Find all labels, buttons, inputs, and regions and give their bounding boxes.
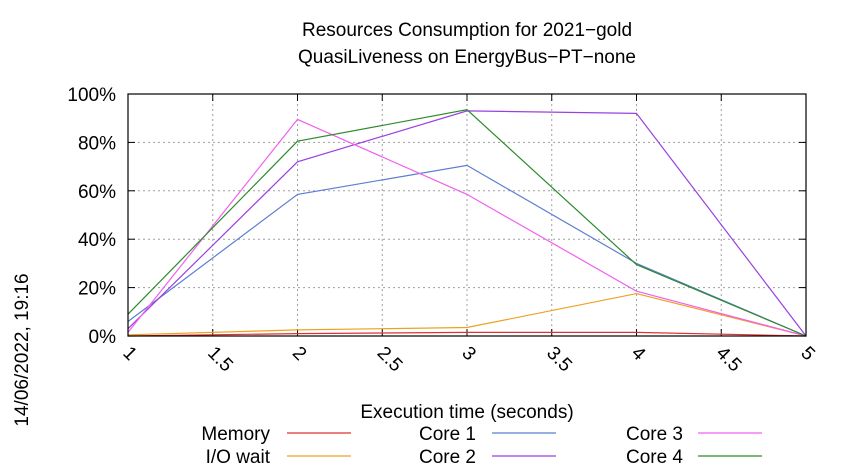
grid-lines: [128, 94, 806, 336]
x-tick-label: 3: [457, 343, 479, 365]
legend-label: Core 4: [626, 447, 683, 468]
x-tick-label: 4.5: [712, 343, 746, 377]
x-tick-label: 2.5: [373, 343, 407, 377]
y-tick-label: 20%: [78, 279, 116, 300]
legend-label: I/O wait: [206, 447, 271, 468]
series-line-core-4: [127, 109, 807, 337]
series-line-core-1: [127, 164, 807, 337]
x-tick-label: 5: [796, 343, 818, 365]
y-tick-label: 100%: [67, 85, 116, 106]
y-tick-label: 40%: [78, 230, 116, 251]
series-line-core-3: [127, 118, 807, 337]
chart-title-line-2: QuasiLiveness on EnergyBus−PT−none: [298, 47, 636, 68]
y-tick-label: 0%: [89, 327, 117, 348]
x-tick-label: 3.5: [542, 343, 576, 377]
x-tick-label: 2: [288, 343, 310, 365]
y-tick-label: 60%: [78, 182, 116, 203]
series-lines: [127, 109, 807, 337]
x-tick-label: 1: [118, 343, 140, 365]
series-line-i-o-wait: [127, 292, 807, 337]
timestamp: 14/06/2022, 19:16: [12, 273, 33, 426]
y-tick-label: 80%: [78, 133, 116, 154]
series-line-memory: [127, 331, 807, 337]
plot-frame: [127, 93, 807, 337]
legend-label: Core 3: [626, 424, 683, 445]
x-axis-label: Execution time (seconds): [360, 402, 573, 423]
legend-label: Memory: [201, 424, 270, 445]
series-line-core-2: [127, 110, 807, 337]
y-axis-ticks: 0% 20% 40% 60% 80% 100%: [67, 85, 806, 348]
x-tick-label: 4: [627, 343, 650, 366]
legend-label: Core 2: [419, 447, 476, 468]
legend-label: Core 1: [419, 424, 476, 445]
x-tick-label: 1.5: [203, 343, 237, 377]
chart-title-line-1: Resources Consumption for 2021−gold: [302, 20, 632, 41]
